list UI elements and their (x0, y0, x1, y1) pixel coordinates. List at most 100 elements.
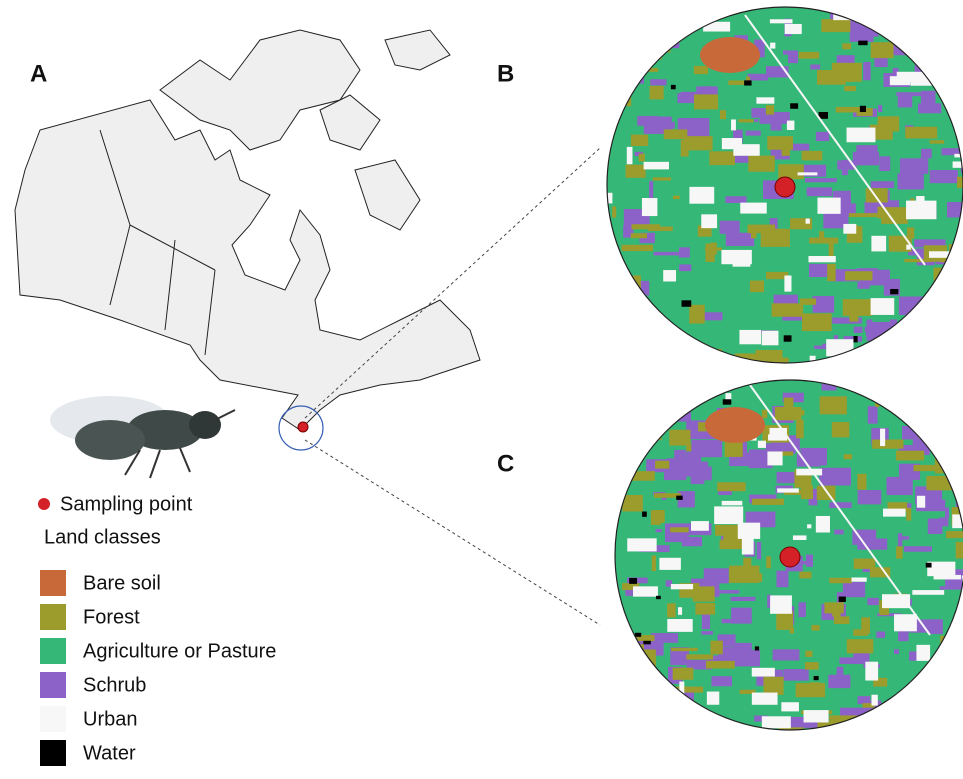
land-patch (723, 399, 732, 404)
land-patch (763, 677, 783, 695)
land-patch (820, 396, 847, 414)
land-patch (691, 521, 709, 531)
land-patch (955, 411, 960, 421)
land-patch (659, 558, 680, 570)
land-patch (857, 282, 869, 289)
land-patch (667, 603, 676, 617)
land-patch (824, 602, 843, 613)
land-patch (770, 19, 793, 23)
land-patch (921, 314, 953, 332)
land-patch (902, 467, 906, 480)
legend-label: Forest (83, 606, 140, 628)
land-patch (810, 356, 816, 372)
land-patch (858, 490, 882, 504)
land-patch (945, 507, 949, 518)
sampling-marker (780, 547, 800, 567)
legend-swatch (40, 638, 66, 664)
land-patch (934, 268, 956, 284)
land-patch (649, 709, 670, 718)
land-patch (783, 669, 808, 681)
legend-title: Land classes (44, 526, 161, 548)
land-patch (920, 57, 927, 63)
land-patch (658, 330, 673, 343)
land-patch (739, 119, 754, 122)
land-patch (731, 119, 736, 130)
land-patch (682, 300, 692, 306)
land-patch (930, 170, 958, 183)
land-patch (725, 442, 743, 457)
land-patch (865, 662, 878, 681)
land-patch (937, 11, 963, 25)
land-patch (912, 590, 944, 595)
land-patch (617, 699, 628, 716)
land-patch (949, 329, 963, 340)
land-patch (897, 173, 923, 189)
land-patch (828, 675, 850, 688)
land-patch (950, 292, 963, 304)
legend-swatch (40, 740, 66, 766)
land-patch (832, 422, 849, 437)
land-patch (799, 52, 819, 59)
land-patch (691, 472, 705, 484)
land-patch (756, 97, 774, 103)
land-patch (671, 85, 676, 89)
land-patch (791, 144, 809, 151)
land-patch (627, 147, 633, 164)
land-patch (897, 72, 926, 82)
land-patch (816, 516, 830, 533)
land-patch (772, 303, 803, 316)
land-patch (876, 631, 885, 637)
legend-label: Urban (83, 708, 137, 730)
land-patch (843, 224, 856, 234)
land-patch (807, 187, 832, 196)
legend-label: Sampling point (60, 493, 193, 515)
land-patch (652, 556, 656, 572)
land-patch (934, 575, 961, 580)
land-patch (726, 233, 754, 246)
land-patch (931, 27, 945, 36)
land-patch (651, 633, 678, 643)
land-patch (788, 50, 798, 63)
land-patch (834, 530, 843, 535)
land-patch (947, 33, 956, 37)
land-patch (916, 645, 930, 661)
panel-label: B (497, 60, 514, 87)
land-patch (717, 482, 745, 491)
land-patch (762, 331, 779, 346)
land-patch (651, 39, 657, 50)
land-patch (958, 676, 963, 694)
figure: A B C Sampling point Land classes Bare s… (0, 0, 963, 774)
land-patch (689, 187, 714, 204)
land-patch (701, 214, 717, 228)
land-patch (814, 346, 827, 349)
land-patch (941, 381, 946, 393)
land-patch (923, 52, 934, 68)
land-patch (634, 8, 655, 15)
land-patch (805, 178, 837, 182)
land-patch (802, 151, 823, 161)
land-patch (871, 42, 894, 58)
land-patch (798, 172, 818, 175)
land-patch (767, 136, 793, 150)
land-patch (802, 313, 832, 331)
land-patch (805, 662, 819, 670)
land-patch (622, 495, 642, 512)
land-patch (874, 16, 886, 28)
land-patch (871, 695, 877, 706)
land-patch (894, 649, 899, 654)
land-patch (821, 19, 850, 32)
land-patch (627, 538, 656, 551)
land-patch (639, 154, 645, 162)
land-patch (854, 327, 863, 333)
land-patch (915, 297, 925, 309)
land-patch (694, 66, 708, 74)
land-patch (887, 709, 909, 727)
land-patch (939, 728, 960, 732)
land-patch (674, 352, 694, 366)
land-patch (748, 156, 774, 172)
land-patch (678, 607, 682, 615)
land-patch (938, 709, 951, 720)
land-patch (896, 546, 902, 558)
land-patch (679, 247, 690, 257)
land-patch (787, 121, 794, 130)
